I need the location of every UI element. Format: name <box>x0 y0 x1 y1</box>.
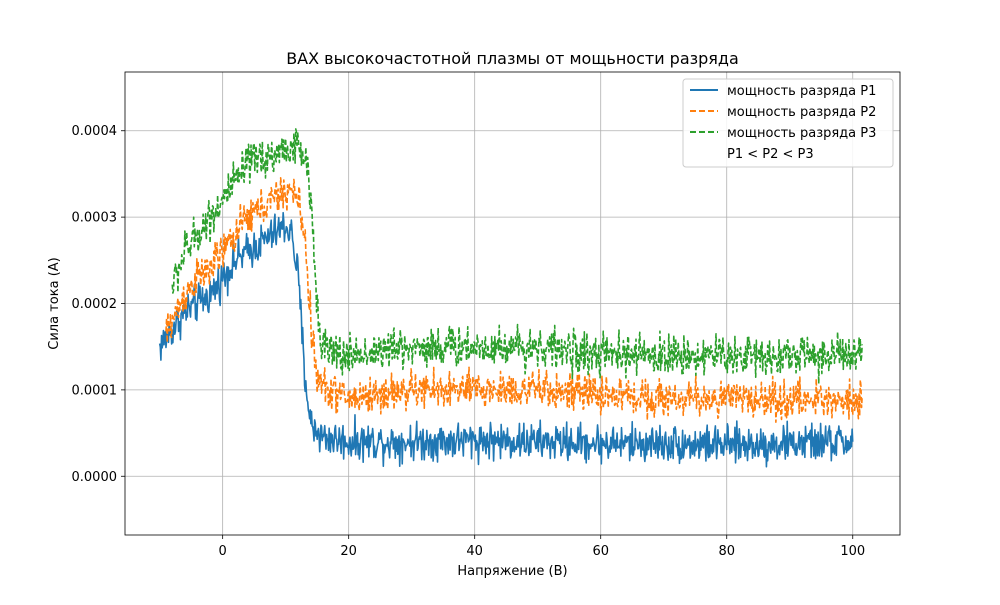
axis-ticks: 0 20 40 60 80 100 0.0000 0.0001 0.0002 0.0003 0.00… <box>72 124 866 559</box>
x-tick-label: 0 <box>219 544 227 559</box>
y-tick-label: 0.0000 <box>72 470 118 485</box>
legend-box <box>682 78 894 168</box>
x-tick-label: 80 <box>718 544 735 559</box>
x-tick-label: 100 <box>840 544 865 559</box>
x-axis-label: Напряжение (В) <box>457 564 567 579</box>
legend-note: P1 < P2 < P3 <box>727 147 814 162</box>
series-line-p1 <box>158 211 854 468</box>
legend: мощность разряда P1 мощность разряда P2 … <box>682 78 894 168</box>
legend-label-p1: мощность разряда P1 <box>727 84 876 99</box>
x-tick-label: 60 <box>592 544 609 559</box>
y-tick-label: 0.0002 <box>72 297 118 312</box>
y-axis-label: Сила тока (А) <box>47 257 62 349</box>
y-tick-label: 0.0001 <box>72 383 118 398</box>
x-tick-label: 20 <box>340 544 357 559</box>
series-lines <box>158 128 863 468</box>
y-tick-label: 0.0004 <box>72 124 118 139</box>
chart-title: ВАХ высокочастотной плазмы от мощьности … <box>286 49 739 68</box>
x-tick-label: 40 <box>466 544 483 559</box>
y-tick-label: 0.0003 <box>72 211 118 226</box>
legend-label-p2: мощность разряда P2 <box>727 105 876 120</box>
series-line-p3 <box>171 128 863 385</box>
series-line-p2 <box>165 176 863 423</box>
legend-label-p3: мощность разряда P3 <box>727 126 876 141</box>
